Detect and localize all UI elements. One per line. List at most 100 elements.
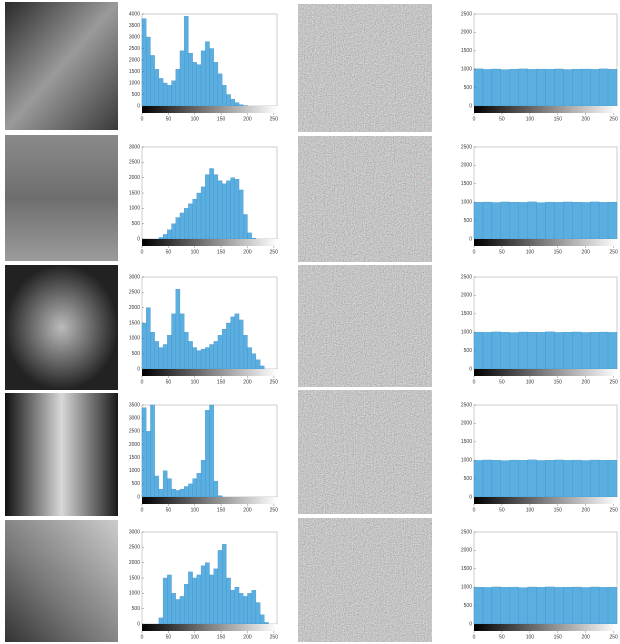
bar — [155, 69, 159, 106]
bar — [159, 237, 163, 239]
bar — [563, 202, 572, 239]
bar — [167, 230, 171, 239]
bar — [159, 489, 163, 497]
bar — [201, 566, 205, 624]
bar — [231, 178, 235, 239]
histogram: 0500100015002000250030003500050100150200… — [129, 402, 278, 513]
y-tick-label: 500 — [464, 85, 473, 91]
y-tick-label: 2000 — [129, 442, 140, 448]
y-tick-label: 1500 — [129, 190, 140, 196]
bar — [546, 460, 555, 497]
y-tick-label: 1000 — [461, 458, 472, 464]
bar — [146, 308, 150, 369]
y-tick-label: 3000 — [129, 34, 140, 40]
bar — [510, 333, 519, 369]
x-tick-label: 50 — [499, 634, 505, 640]
y-tick-label: 1500 — [129, 320, 140, 326]
colorbar — [142, 106, 277, 113]
bar — [563, 332, 572, 369]
bar — [193, 348, 197, 369]
bar — [546, 332, 555, 369]
y-tick-label: 2500 — [129, 46, 140, 52]
bar — [554, 332, 563, 369]
bar — [519, 588, 528, 624]
y-tick-label: 1000 — [129, 591, 140, 597]
x-tick-label: 250 — [270, 116, 279, 122]
bar — [554, 69, 563, 106]
bar — [163, 344, 167, 369]
colorbar — [474, 369, 617, 376]
x-tick-label: 100 — [191, 634, 200, 640]
y-tick-label: 500 — [132, 351, 141, 357]
bar — [163, 83, 167, 106]
y-tick-label: 1500 — [461, 181, 472, 187]
bar — [155, 341, 159, 369]
bar — [222, 184, 226, 239]
bar — [483, 332, 492, 369]
bar — [184, 208, 188, 239]
y-tick-label: 2500 — [461, 274, 472, 280]
y-tick-label: 500 — [464, 218, 473, 224]
bar — [231, 99, 235, 106]
histogram: 05001000150020002500050100150200250 — [461, 11, 618, 122]
y-tick-label: 1500 — [129, 575, 140, 581]
bar — [243, 596, 247, 624]
bar — [590, 202, 599, 239]
colorbar — [474, 497, 617, 504]
bar — [167, 479, 171, 497]
y-tick-label: 0 — [469, 621, 472, 627]
x-tick-label: 200 — [582, 116, 591, 122]
bar — [197, 473, 201, 497]
bar — [193, 199, 197, 239]
bar — [537, 69, 546, 106]
bar — [581, 202, 590, 239]
x-tick-label: 50 — [499, 249, 505, 255]
y-tick-label: 1000 — [461, 585, 472, 591]
bar — [210, 49, 214, 107]
plain-image — [5, 520, 118, 642]
bar — [546, 202, 555, 239]
bar — [197, 193, 201, 239]
bar — [188, 341, 192, 369]
bar — [167, 85, 171, 106]
x-tick-label: 250 — [609, 379, 618, 385]
y-tick-label: 500 — [132, 92, 141, 98]
bar — [218, 181, 222, 239]
bar — [572, 202, 581, 239]
histogram: 050010001500200025003000050100150200250 — [129, 274, 278, 385]
bar — [231, 590, 235, 624]
y-tick-label: 0 — [469, 366, 472, 372]
x-tick-label: 50 — [166, 116, 172, 122]
bar — [546, 587, 555, 624]
bar — [528, 587, 537, 624]
bar — [492, 202, 501, 239]
colorbar — [474, 239, 617, 246]
bar — [608, 202, 617, 239]
bar — [492, 587, 501, 624]
bar — [163, 578, 167, 624]
bar — [180, 489, 184, 497]
bar — [197, 351, 201, 369]
bar — [501, 587, 510, 624]
bar — [193, 578, 197, 624]
bar — [260, 615, 264, 624]
bar — [172, 224, 176, 239]
bar — [590, 69, 599, 106]
bar — [210, 575, 214, 624]
x-tick-label: 100 — [191, 116, 200, 122]
bar — [180, 596, 184, 624]
x-tick-label: 100 — [526, 634, 535, 640]
bar — [176, 289, 180, 369]
bar — [519, 460, 528, 497]
bar — [243, 335, 247, 369]
bar — [554, 587, 563, 624]
bar — [218, 335, 222, 369]
bar — [537, 203, 546, 239]
x-tick-label: 150 — [217, 379, 226, 385]
bar — [252, 238, 256, 239]
bar — [599, 332, 608, 369]
figure: 0500100015002000250030003500400005010015… — [0, 0, 620, 644]
colorbar — [142, 497, 277, 504]
